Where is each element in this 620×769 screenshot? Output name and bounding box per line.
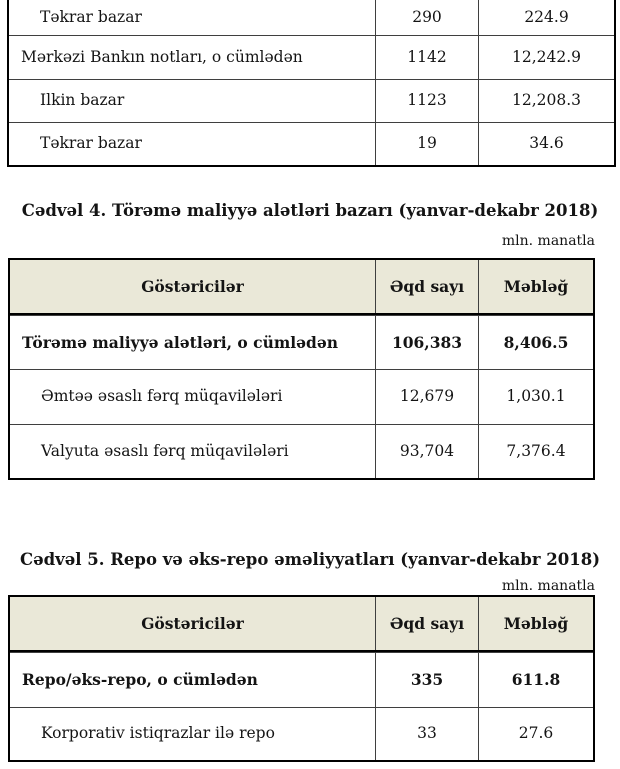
amount-value: 1,030.1 [478, 370, 593, 424]
deal-count-value: 93,704 [375, 425, 478, 478]
header-amount: Məbləğ [478, 597, 593, 650]
row-label: Əmtəə əsaslı fərq müqavilələri [41, 387, 283, 406]
table-row: Əmtəə əsaslı fərq müqavilələri 12,679 1,… [10, 369, 593, 424]
amount-value: 27.6 [478, 708, 593, 760]
amount-value: 8,406.5 [478, 316, 593, 369]
row-label: Korporativ istiqrazlar ilə repo [41, 724, 275, 743]
header-indicator: Göstəricilər [141, 613, 244, 633]
row-label: Repo/əks-repo, o cümlədən [22, 670, 258, 690]
row-label: Mərkəzi Bankın notları, o cümlədən [21, 47, 303, 66]
deal-count-value: 335 [375, 653, 478, 707]
table-header-row: Göstəricilər Əqd sayı Məbləğ [10, 260, 593, 315]
repo-operations-table: Göstəricilər Əqd sayı Məbləğ Repo/əks-re… [8, 595, 595, 762]
deal-count-value: 19 [375, 123, 478, 165]
header-amount: Məbləğ [478, 260, 593, 313]
header-deal-count: Əqd sayı [375, 260, 478, 313]
amount-value: 12,208.3 [478, 80, 614, 122]
amount-value: 224.9 [478, 0, 614, 35]
row-label: Təkrar bazar [40, 7, 142, 26]
row-label: Törəmə maliyyə alətləri, o cümlədən [22, 332, 338, 352]
deal-count-value: 12,679 [375, 370, 478, 424]
header-deal-count: Əqd sayı [375, 597, 478, 650]
table-row: Korporativ istiqrazlar ilə repo 33 27.6 [10, 707, 593, 760]
table-row-total: Törəmə maliyyə alətləri, o cümlədən 106,… [10, 315, 593, 369]
amount-value: 34.6 [478, 123, 614, 165]
amount-value: 7,376.4 [478, 425, 593, 478]
deal-count-value: 33 [375, 708, 478, 760]
deal-count-value: 290 [375, 0, 478, 35]
row-label: Təkrar bazar [40, 134, 142, 153]
table-row-total: Repo/əks-repo, o cümlədən 335 611.8 [10, 652, 593, 707]
table4-unit-note: mln. manatla [501, 233, 595, 249]
amount-value: 611.8 [478, 653, 593, 707]
deal-count-value: 106,383 [375, 316, 478, 369]
row-label: Ilkin bazar [40, 91, 125, 110]
table5-title: Cədvəl 5. Repo və əks-repo əməliyyatları… [19, 550, 600, 569]
deal-count-value: 1123 [375, 80, 478, 122]
securities-market-table-cropped: Təkrar bazar 290 224.9 Mərkəzi Bankın no… [7, 0, 616, 167]
deal-count-value: 1142 [375, 36, 478, 79]
table-row: Ilkin bazar 1123 12,208.3 [9, 79, 614, 122]
table-header-row: Göstəricilər Əqd sayı Məbləğ [10, 597, 593, 652]
table-row: Təkrar bazar 290 224.9 [9, 0, 614, 35]
table-row: Mərkəzi Bankın notları, o cümlədən 1142 … [9, 35, 614, 79]
row-label: Valyuta əsaslı fərq müqavilələri [41, 441, 289, 460]
header-indicator: Göstəricilər [141, 276, 244, 296]
table5-unit-note: mln. manatla [501, 578, 595, 594]
table4-title: Cədvəl 4. Törəmə maliyyə alətləri bazarı… [21, 201, 599, 220]
table-row: Valyuta əsaslı fərq müqavilələri 93,704 … [10, 424, 593, 478]
derivatives-market-table: Göstəricilər Əqd sayı Məbləğ Törəmə mali… [8, 258, 595, 480]
table-row: Təkrar bazar 19 34.6 [9, 122, 614, 165]
amount-value: 12,242.9 [478, 36, 614, 79]
